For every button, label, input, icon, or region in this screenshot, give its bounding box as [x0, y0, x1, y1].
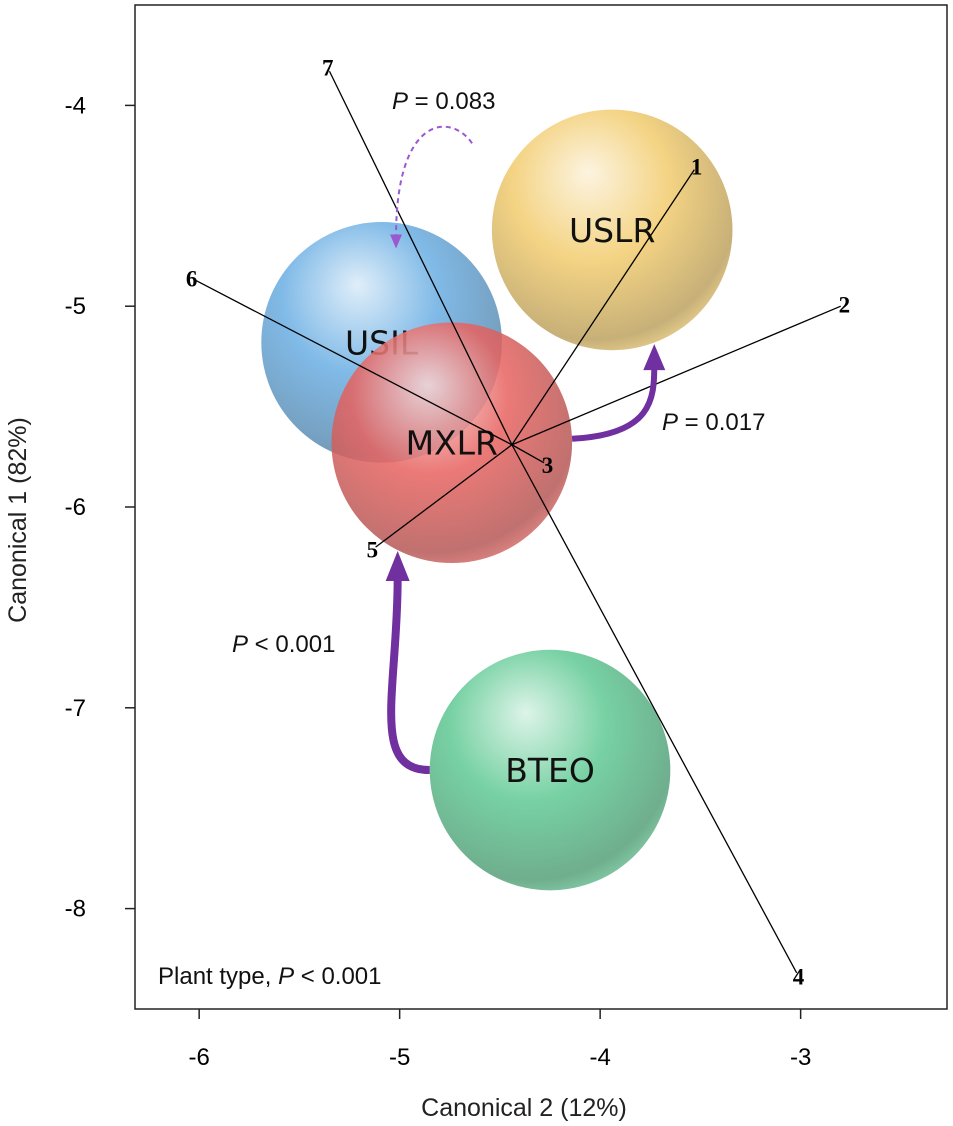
vector-label-3: 3	[542, 453, 554, 478]
vector-label-5: 5	[367, 538, 379, 563]
vector-label-2: 2	[839, 293, 851, 318]
transition-arrows: P < 0.001 P = 0.017 P = 0.083	[232, 88, 765, 775]
arrow-bteo-mxlr	[387, 579, 430, 775]
x-tick-label: -3	[790, 1044, 811, 1071]
y-tick-label: -6	[65, 494, 86, 521]
arrow-p-value: P = 0.083	[392, 88, 495, 115]
vector-label-7: 7	[322, 56, 334, 81]
x-tick-label: -4	[589, 1044, 610, 1071]
y-tick-label: -5	[65, 293, 86, 320]
arrow-mxlr-uslr	[571, 366, 658, 442]
y-tick-label: -7	[65, 695, 86, 722]
vector-line-6	[194, 279, 513, 446]
vector-line-7	[328, 70, 513, 446]
sphere-bteo	[429, 649, 671, 891]
vector-line-1	[511, 169, 695, 446]
x-tick-label: -6	[188, 1044, 209, 1071]
arrow-p-value: P = 0.017	[662, 409, 765, 436]
x-tick-label: -5	[389, 1044, 410, 1071]
vector-line-2	[511, 305, 841, 446]
x-axis-title: Canonical 2 (12%)	[421, 1094, 627, 1122]
sphere-label-mxlr: MXLR	[406, 424, 498, 463]
loading-vectors: 1 2 3 4 5 6 7	[186, 56, 850, 990]
vector-line-4	[511, 444, 798, 974]
arrow-head	[643, 344, 666, 371]
vector-label-1: 1	[691, 154, 703, 179]
y-tick-label: -8	[65, 896, 86, 923]
y-axis: -4 -5 -6 -7 -8	[65, 92, 135, 923]
x-axis: -6 -5 -4 -3	[188, 1009, 811, 1071]
vector-line-5	[375, 444, 513, 548]
plant-type-annotation: Plant type, P < 0.001	[158, 963, 382, 990]
sphere-label-bteo: BTEO	[505, 751, 595, 790]
arrow-head	[385, 551, 410, 582]
arrow-uslr-usil	[395, 125, 473, 237]
arrow-p-value: P < 0.001	[232, 631, 335, 658]
sphere-label-uslr: USLR	[569, 211, 655, 250]
y-axis-title: Canonical 1 (82%)	[4, 417, 32, 623]
sphere-uslr	[491, 109, 733, 351]
vector-line-3	[511, 444, 545, 464]
vector-label-4: 4	[793, 964, 805, 989]
arrow-head	[390, 234, 403, 249]
vector-label-6: 6	[186, 266, 198, 291]
y-tick-label: -4	[65, 92, 86, 119]
